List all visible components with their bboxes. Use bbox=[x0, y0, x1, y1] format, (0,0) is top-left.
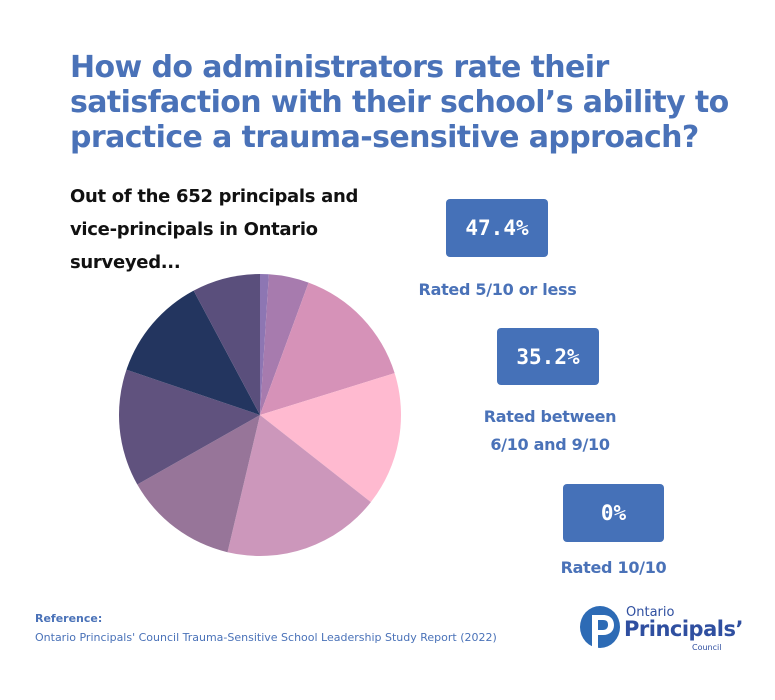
callout-value-3: 0% bbox=[563, 484, 664, 542]
reference-text: Ontario Principals' Council Trauma-Sensi… bbox=[35, 631, 497, 644]
logo-text-ontario: Ontario bbox=[626, 605, 675, 620]
reference-title: Reference: bbox=[35, 612, 103, 625]
pie-slice-9 bbox=[193, 274, 260, 415]
chart-title: How do administrators rate their satisfa… bbox=[70, 50, 729, 155]
chart-subtitle: Out of the 652 principals and vice-princ… bbox=[70, 186, 359, 273]
callout-label-1: Rated 5/10 or less bbox=[418, 280, 577, 299]
pie-slice-3 bbox=[260, 282, 395, 415]
callout-label-3: Rated 10/10 bbox=[560, 558, 667, 577]
pie-chart bbox=[119, 274, 401, 556]
pie-slice-5 bbox=[227, 415, 371, 556]
logo-text-council: Council bbox=[692, 643, 722, 652]
pie-slice-7 bbox=[119, 369, 260, 485]
pie-slice-1 bbox=[260, 274, 269, 415]
pie-slice-2 bbox=[260, 274, 309, 415]
pie-slice-6 bbox=[137, 415, 260, 553]
opc-logo-icon bbox=[580, 606, 620, 649]
pie-slice-8 bbox=[126, 290, 260, 415]
logo-text-principals: Principals’ bbox=[624, 617, 743, 641]
opc-logo: Ontario Principals’ Council bbox=[578, 603, 743, 655]
pie-slice-4 bbox=[260, 373, 401, 503]
callout-value-1: 47.4% bbox=[446, 199, 548, 257]
callout-value-2: 35.2% bbox=[497, 328, 599, 385]
callout-label-2: Rated between 6/10 and 9/10 bbox=[483, 407, 617, 454]
